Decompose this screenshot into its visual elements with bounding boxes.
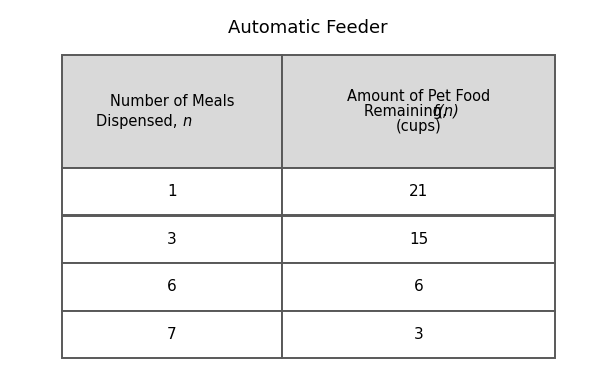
Text: Number of Meals: Number of Meals xyxy=(109,94,234,109)
Text: 6: 6 xyxy=(167,279,177,294)
Text: n: n xyxy=(183,114,192,129)
Text: Automatic Feeder: Automatic Feeder xyxy=(228,19,387,37)
Bar xyxy=(282,168,555,215)
Text: Amount of Pet Food: Amount of Pet Food xyxy=(347,89,490,104)
Text: 6: 6 xyxy=(414,279,423,294)
Bar xyxy=(282,311,555,358)
Text: f(n): f(n) xyxy=(433,104,459,119)
Bar xyxy=(62,168,282,215)
Bar xyxy=(62,55,282,168)
Bar xyxy=(282,55,555,168)
Text: 3: 3 xyxy=(167,232,177,247)
Text: 3: 3 xyxy=(414,327,423,342)
Bar xyxy=(62,263,282,311)
Text: 1: 1 xyxy=(167,184,177,199)
Text: Dispensed,: Dispensed, xyxy=(95,114,181,129)
Text: (cups): (cups) xyxy=(395,119,442,134)
Text: Remaining,: Remaining, xyxy=(364,104,451,119)
Text: 7: 7 xyxy=(167,327,177,342)
Text: 15: 15 xyxy=(409,232,428,247)
Bar xyxy=(62,311,282,358)
Bar xyxy=(282,215,555,263)
Text: 21: 21 xyxy=(409,184,428,199)
Bar xyxy=(62,215,282,263)
Bar xyxy=(282,263,555,311)
